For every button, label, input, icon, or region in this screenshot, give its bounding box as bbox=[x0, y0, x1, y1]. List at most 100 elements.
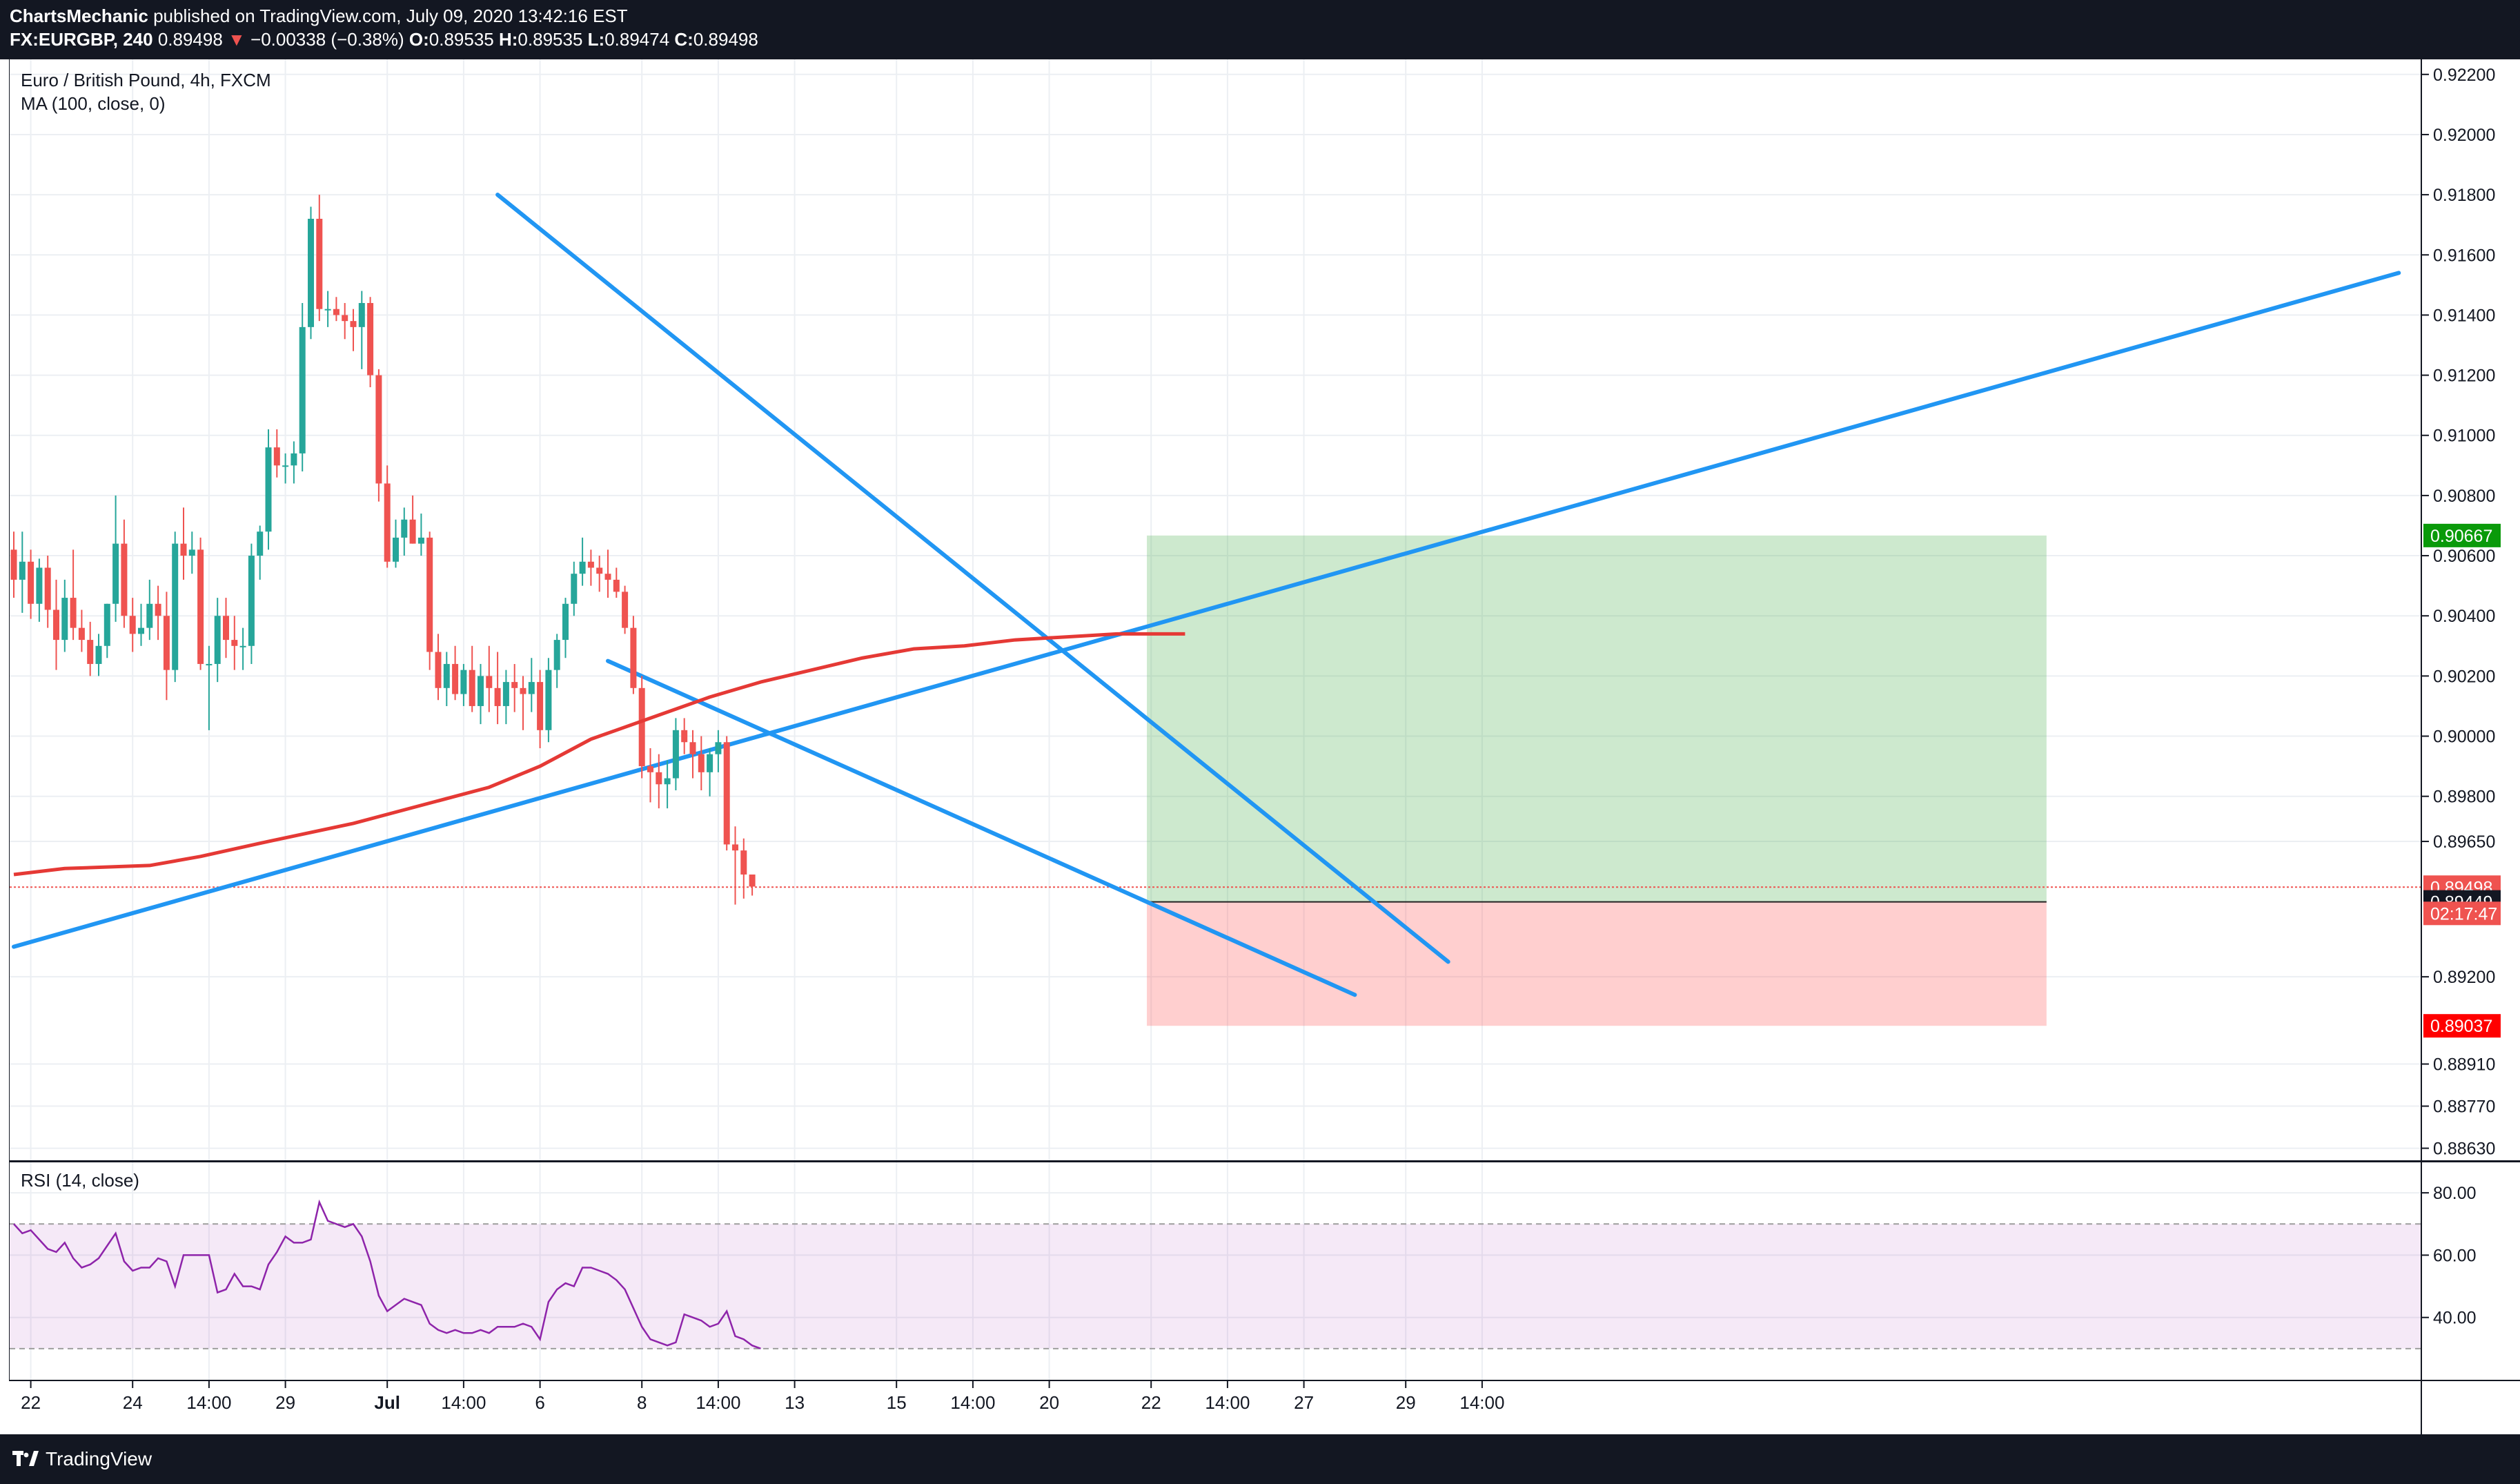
candle[interactable] bbox=[53, 579, 59, 670]
candle[interactable] bbox=[469, 645, 475, 712]
candle[interactable] bbox=[426, 531, 433, 670]
candle[interactable] bbox=[19, 531, 26, 613]
candle[interactable] bbox=[44, 556, 51, 628]
candle[interactable] bbox=[138, 603, 144, 646]
candle[interactable] bbox=[350, 309, 357, 351]
candle[interactable] bbox=[248, 543, 255, 664]
stop-loss-zone[interactable] bbox=[1147, 901, 2047, 1026]
candle[interactable] bbox=[723, 736, 730, 851]
candle[interactable] bbox=[358, 291, 365, 369]
candle[interactable] bbox=[520, 676, 526, 730]
candle[interactable] bbox=[486, 645, 493, 712]
candle[interactable] bbox=[698, 736, 705, 790]
candle[interactable] bbox=[647, 748, 653, 803]
price-marker[interactable]: 0.90667 bbox=[2423, 523, 2501, 547]
candle[interactable] bbox=[715, 730, 722, 772]
candle[interactable] bbox=[409, 495, 416, 544]
candle[interactable] bbox=[129, 598, 136, 652]
candle[interactable] bbox=[239, 627, 246, 670]
candle[interactable] bbox=[28, 549, 35, 619]
tradingview-brand[interactable]: TradingView bbox=[46, 1448, 152, 1470]
candle[interactable] bbox=[214, 598, 221, 683]
candle[interactable] bbox=[545, 658, 552, 743]
price-marker[interactable]: 0.89037 bbox=[2423, 1014, 2501, 1038]
candle[interactable] bbox=[417, 514, 424, 556]
candle[interactable] bbox=[460, 663, 467, 706]
rsi-legend[interactable]: RSI (14, close) bbox=[21, 1170, 139, 1191]
author-name[interactable]: ChartsMechanic bbox=[10, 6, 148, 26]
candle[interactable] bbox=[146, 579, 153, 641]
candle[interactable] bbox=[401, 507, 408, 556]
trendlines[interactable] bbox=[12, 193, 2401, 997]
candle[interactable] bbox=[78, 609, 85, 652]
candle[interactable] bbox=[180, 507, 187, 580]
candle[interactable] bbox=[630, 616, 637, 694]
candle[interactable] bbox=[622, 585, 629, 634]
candle[interactable] bbox=[375, 369, 382, 502]
candle[interactable] bbox=[172, 531, 179, 683]
candle[interactable] bbox=[342, 302, 348, 340]
candle[interactable] bbox=[87, 621, 94, 676]
candle[interactable] bbox=[596, 556, 603, 592]
candle[interactable] bbox=[367, 297, 374, 388]
trendline[interactable] bbox=[495, 193, 1450, 964]
candle[interactable] bbox=[528, 658, 535, 712]
candle[interactable] bbox=[740, 838, 747, 899]
candle[interactable] bbox=[613, 567, 620, 598]
candle[interactable] bbox=[604, 549, 611, 598]
chart-legend-title[interactable]: Euro / British Pound, 4h, FXCM bbox=[21, 70, 271, 90]
candle[interactable] bbox=[155, 585, 161, 641]
candle[interactable] bbox=[587, 549, 594, 586]
candle[interactable] bbox=[537, 670, 544, 748]
candle[interactable] bbox=[502, 670, 509, 725]
candle[interactable] bbox=[112, 495, 119, 622]
candle[interactable] bbox=[638, 676, 645, 779]
candle[interactable] bbox=[393, 519, 399, 568]
chart-canvas[interactable]: 0.92200 0.92000 0.91800 0.91600 0.91400 0.912… bbox=[0, 59, 2520, 1434]
candle[interactable] bbox=[333, 297, 339, 322]
candle[interactable] bbox=[273, 429, 280, 478]
candle[interactable] bbox=[562, 598, 569, 658]
candle[interactable] bbox=[121, 519, 128, 628]
candle[interactable] bbox=[452, 645, 459, 701]
candle[interactable] bbox=[324, 291, 331, 327]
symbol-label[interactable]: FX:EURGBP, 240 bbox=[10, 29, 153, 50]
candle[interactable] bbox=[197, 537, 204, 670]
candle[interactable] bbox=[689, 730, 696, 779]
candle[interactable] bbox=[36, 558, 43, 622]
candle[interactable] bbox=[749, 874, 756, 896]
candle[interactable] bbox=[163, 592, 170, 701]
price-axis[interactable]: 0.92200 0.92000 0.91800 0.91600 0.91400 0.912… bbox=[2421, 66, 2501, 1159]
candle[interactable] bbox=[282, 453, 289, 484]
candle[interactable] bbox=[707, 748, 713, 797]
candle[interactable] bbox=[553, 634, 560, 688]
candle[interactable] bbox=[435, 634, 442, 701]
candle[interactable] bbox=[478, 663, 484, 725]
candle[interactable] bbox=[231, 616, 238, 670]
candle[interactable] bbox=[672, 718, 679, 790]
ma-legend[interactable]: MA (100, close, 0) bbox=[21, 93, 166, 114]
candle[interactable] bbox=[257, 525, 264, 580]
candle[interactable] bbox=[732, 826, 738, 905]
candle[interactable] bbox=[664, 760, 671, 809]
candle[interactable] bbox=[206, 645, 213, 730]
candle[interactable] bbox=[104, 603, 110, 658]
candle[interactable] bbox=[61, 579, 68, 652]
candle[interactable] bbox=[443, 652, 450, 706]
candle[interactable] bbox=[70, 549, 77, 641]
time-axis[interactable]: 22 24 14:00 29 Jul 14:00 6 8 14:00 13 15 14:00 20 22 1… bbox=[21, 1380, 1504, 1413]
trendline[interactable] bbox=[12, 271, 2401, 949]
candle[interactable] bbox=[188, 531, 195, 574]
candle[interactable] bbox=[10, 531, 17, 598]
candle[interactable] bbox=[384, 465, 391, 568]
candle[interactable] bbox=[265, 429, 272, 550]
trendline[interactable] bbox=[606, 658, 1357, 997]
candle[interactable] bbox=[571, 561, 578, 616]
rsi-line[interactable] bbox=[13, 1199, 761, 1350]
candle[interactable] bbox=[494, 652, 501, 725]
candle[interactable] bbox=[308, 206, 314, 340]
long-position-tool[interactable] bbox=[1147, 535, 2047, 1026]
candle[interactable] bbox=[316, 195, 323, 322]
tradingview-logo-icon[interactable] bbox=[11, 1447, 40, 1470]
candle[interactable] bbox=[223, 598, 229, 658]
